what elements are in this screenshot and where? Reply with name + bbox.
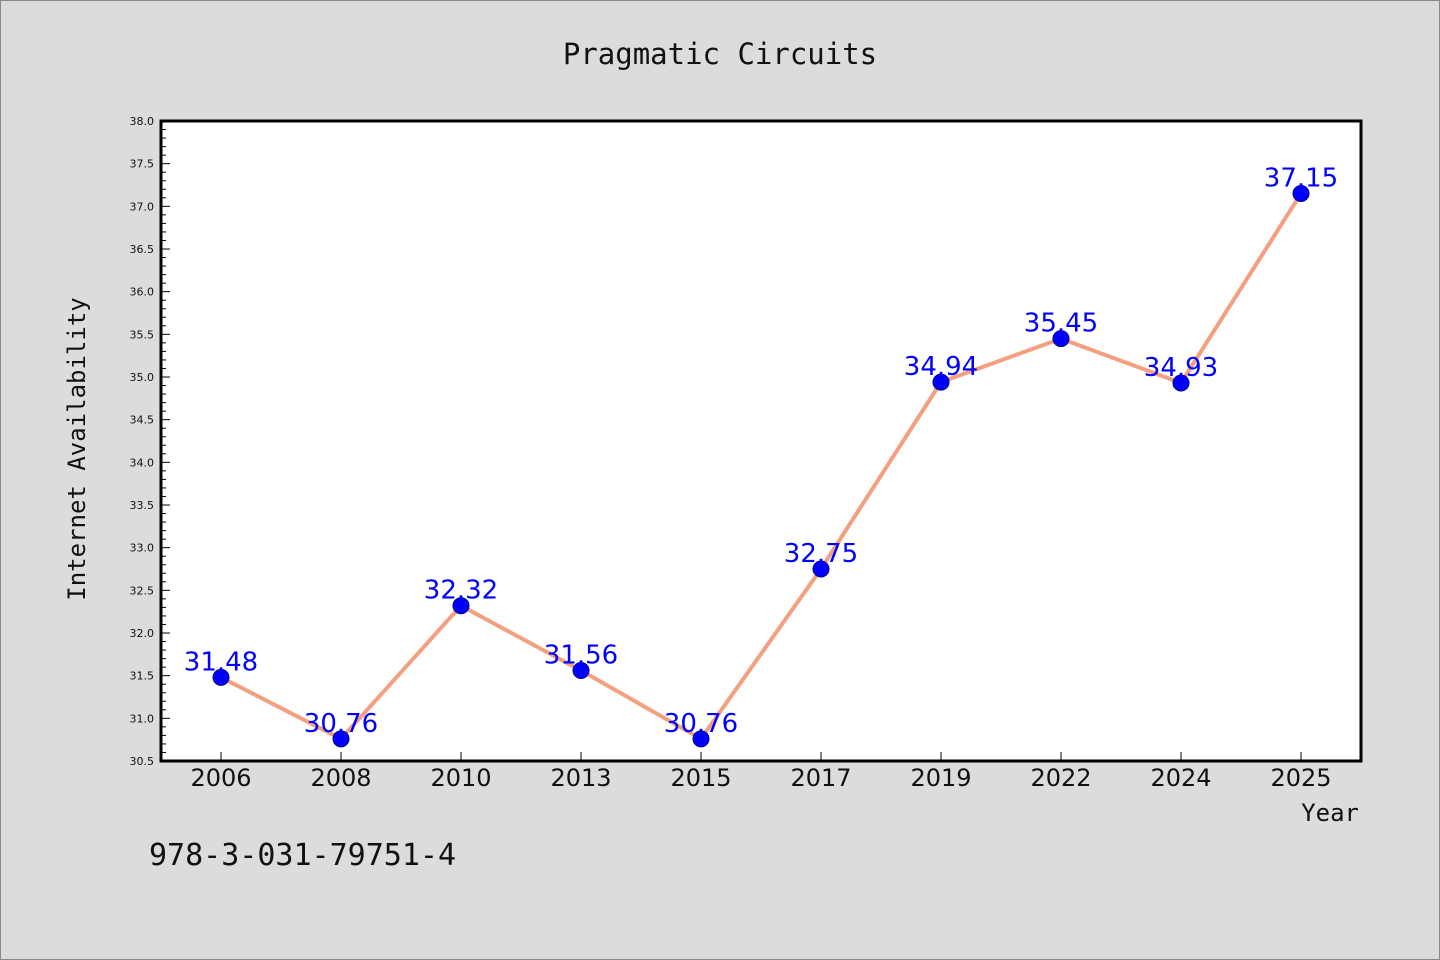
y-tick-label: 31.5 xyxy=(130,670,155,683)
data-label: 34.94 xyxy=(904,352,978,382)
y-tick-label: 37.5 xyxy=(130,158,155,171)
x-tick-label: 2024 xyxy=(1150,764,1211,792)
x-tick-label: 2010 xyxy=(430,764,491,792)
data-points xyxy=(212,185,1310,748)
y-tick-label: 30.5 xyxy=(130,755,155,768)
data-point xyxy=(1172,374,1190,392)
y-tick-label: 32.0 xyxy=(130,627,155,640)
data-point xyxy=(572,662,590,680)
data-point xyxy=(692,730,710,748)
data-label: 34.93 xyxy=(1144,353,1218,383)
data-label: 31.56 xyxy=(544,641,618,671)
series-line xyxy=(220,192,1303,741)
chart-title: Pragmatic Circuits xyxy=(563,37,877,71)
data-label: 32.32 xyxy=(424,576,498,606)
data-point xyxy=(932,373,950,391)
data-label: 32.75 xyxy=(784,539,858,569)
y-tick-label: 35.0 xyxy=(130,371,155,384)
x-tick-label: 2025 xyxy=(1270,764,1331,792)
data-point xyxy=(1292,185,1310,203)
y-tick-label: 35.5 xyxy=(130,328,155,341)
x-tick-label: 2008 xyxy=(310,764,371,792)
y-tick-label: 31.0 xyxy=(130,712,155,725)
x-tick-label: 2006 xyxy=(190,764,251,792)
data-label: 31.48 xyxy=(184,647,258,677)
y-tick-label: 33.0 xyxy=(130,542,155,555)
data-point xyxy=(452,597,470,615)
x-tick-label: 2019 xyxy=(910,764,971,792)
y-axis: 30.5 31.0 31.5 32.0 32.5 33.0 33.5 34.0 34.5 35.0… xyxy=(130,115,170,768)
data-label: 30.76 xyxy=(664,709,738,739)
y-tick-label: 36.0 xyxy=(130,286,155,299)
data-point xyxy=(1052,330,1070,348)
y-tick-label: 37.0 xyxy=(130,200,155,213)
data-labels: 31.48 30.76 32.32 31.56 30.76 32.75 34.94 35.45… xyxy=(184,164,1338,739)
data-point xyxy=(212,668,230,686)
data-label: 30.76 xyxy=(304,709,378,739)
y-tick-label: 38.0 xyxy=(130,115,155,128)
x-axis-label: Year xyxy=(1301,799,1359,827)
x-tick-label: 2022 xyxy=(1030,764,1091,792)
isbn-label: 978-3-031-79751-4 xyxy=(149,838,456,873)
y-tick-label: 36.5 xyxy=(130,243,155,256)
x-tick-label: 2017 xyxy=(790,764,851,792)
x-axis: 2006 2008 2010 2013 2015 2017 2019 2022 2024 2025 xyxy=(190,752,1332,792)
y-tick-label: 33.5 xyxy=(130,499,155,512)
y-tick-label: 34.5 xyxy=(130,414,155,427)
data-label: 37.15 xyxy=(1264,164,1338,194)
plot-area xyxy=(159,119,1363,763)
y-tick-label: 34.0 xyxy=(130,456,155,469)
data-point xyxy=(812,560,830,578)
x-tick-label: 2013 xyxy=(550,764,611,792)
y-axis-label: Internet Availability xyxy=(63,297,91,600)
data-point xyxy=(332,730,350,748)
x-tick-label: 2015 xyxy=(670,764,731,792)
series-polyline xyxy=(220,192,1303,741)
data-label: 35.45 xyxy=(1024,309,1098,339)
y-tick-label: 32.5 xyxy=(130,584,155,597)
